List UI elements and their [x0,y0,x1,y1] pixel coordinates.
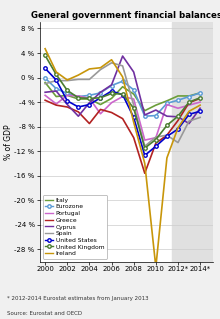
Legend: Italy, Eurozone, Portugal, Greece, Cyprus, Spain, United States, United Kingdom,: Italy, Eurozone, Portugal, Greece, Cypru… [43,195,107,259]
Title: General government financial balances: General government financial balances [31,11,220,20]
Text: * 2012-2014 Eurostat estimates from January 2013: * 2012-2014 Eurostat estimates from Janu… [7,296,148,301]
Y-axis label: % of GDP: % of GDP [4,124,13,160]
Bar [172,22,213,262]
Text: Source: Eurostat and OECD: Source: Eurostat and OECD [7,311,82,316]
